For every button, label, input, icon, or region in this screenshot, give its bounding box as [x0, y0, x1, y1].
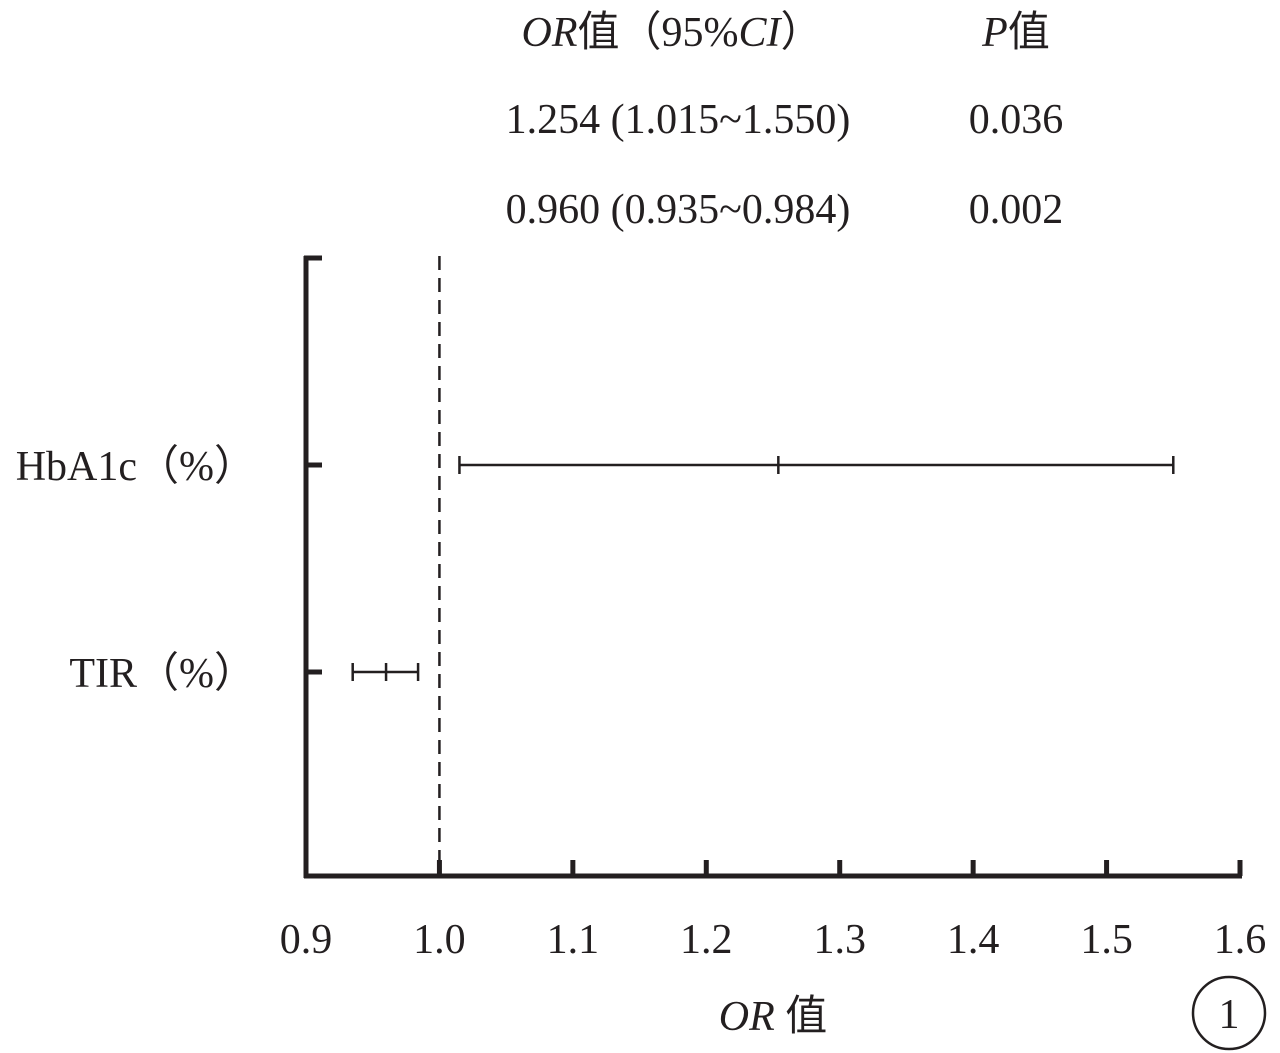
header-or-ci: OR值（95%CI）	[521, 10, 822, 56]
row-label: TIR（%）	[69, 651, 256, 697]
panel-label: 1	[1219, 992, 1240, 1038]
p-value-tir: 0.002	[969, 187, 1064, 233]
or-ci-value-tir: 0.960 (0.935~0.984)	[506, 187, 851, 233]
x-tick-labels: 0.9 1.0 1.1 1.2 1.3 1.4 1.5 1.6	[280, 917, 1267, 963]
row-label: HbA1c（%）	[16, 444, 256, 490]
x-tick-label: 1.6	[1214, 917, 1267, 963]
header-or-italic: OR	[521, 10, 577, 56]
x-tick-label: 1.3	[813, 917, 866, 963]
x-tick-label: 1.0	[413, 917, 466, 963]
or-ci-value-hba1c: 1.254 (1.015~1.550)	[506, 97, 851, 143]
header-p: P值	[981, 10, 1050, 56]
x-axis-label-suffix: 值	[775, 994, 828, 1040]
x-tick-label: 1.4	[947, 917, 1000, 963]
x-tick-label: 0.9	[280, 917, 333, 963]
x-axis-label: OR 值	[719, 994, 828, 1040]
header-or-end: ）	[780, 10, 822, 56]
header-p-end: 值	[1008, 10, 1050, 56]
x-tick-label: 1.1	[547, 917, 600, 963]
p-value-hba1c: 0.036	[969, 97, 1064, 143]
x-tick-label: 1.5	[1080, 917, 1133, 963]
header-p-italic: P	[981, 10, 1008, 56]
panel-label-circle	[1191, 975, 1267, 1051]
header-ci-italic: CI	[738, 10, 782, 56]
header-or-mid: 值（95%	[577, 10, 738, 56]
forest-rows: HbA1c（%） TIR（%）	[16, 444, 1175, 697]
x-tick-label: 1.2	[680, 917, 733, 963]
x-axis-label-italic: OR	[719, 994, 775, 1040]
